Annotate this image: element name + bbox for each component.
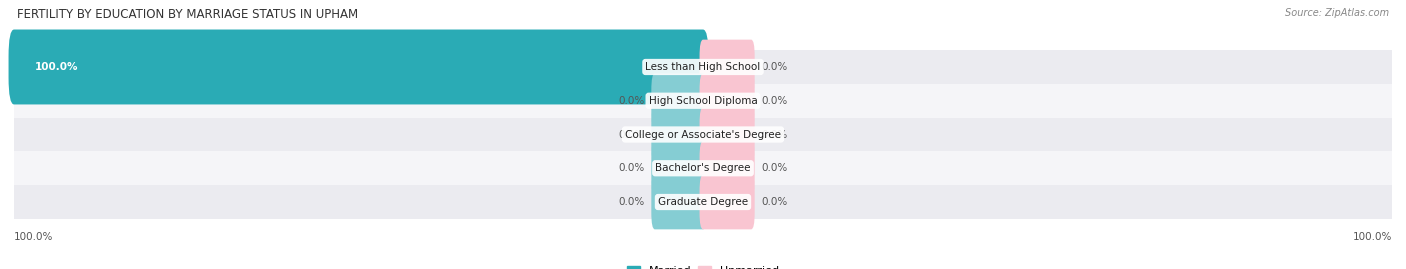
Text: 0.0%: 0.0% [762, 129, 787, 140]
FancyBboxPatch shape [8, 30, 709, 104]
Text: 0.0%: 0.0% [762, 96, 787, 106]
Text: 0.0%: 0.0% [762, 163, 787, 173]
Text: Bachelor's Degree: Bachelor's Degree [655, 163, 751, 173]
Text: Source: ZipAtlas.com: Source: ZipAtlas.com [1285, 8, 1389, 18]
FancyBboxPatch shape [700, 141, 755, 196]
FancyBboxPatch shape [700, 40, 755, 94]
Text: 0.0%: 0.0% [762, 197, 787, 207]
Bar [14, 185, 1392, 219]
Bar [14, 84, 1392, 118]
Legend: Married, Unmarried: Married, Unmarried [621, 261, 785, 269]
FancyBboxPatch shape [700, 175, 755, 229]
FancyBboxPatch shape [700, 107, 755, 162]
Text: 0.0%: 0.0% [762, 62, 787, 72]
FancyBboxPatch shape [700, 73, 755, 128]
Text: FERTILITY BY EDUCATION BY MARRIAGE STATUS IN UPHAM: FERTILITY BY EDUCATION BY MARRIAGE STATU… [17, 8, 359, 21]
FancyBboxPatch shape [651, 73, 706, 128]
Bar [14, 118, 1392, 151]
Text: High School Diploma: High School Diploma [648, 96, 758, 106]
Text: 0.0%: 0.0% [619, 96, 644, 106]
Text: College or Associate's Degree: College or Associate's Degree [626, 129, 780, 140]
Text: Less than High School: Less than High School [645, 62, 761, 72]
Text: 100.0%: 100.0% [1353, 232, 1392, 242]
Bar [14, 50, 1392, 84]
Text: Graduate Degree: Graduate Degree [658, 197, 748, 207]
Text: 0.0%: 0.0% [619, 163, 644, 173]
FancyBboxPatch shape [651, 175, 706, 229]
Text: 100.0%: 100.0% [14, 232, 53, 242]
Text: 100.0%: 100.0% [35, 62, 79, 72]
Text: 0.0%: 0.0% [619, 129, 644, 140]
FancyBboxPatch shape [651, 141, 706, 196]
Bar [14, 151, 1392, 185]
Text: 0.0%: 0.0% [619, 197, 644, 207]
FancyBboxPatch shape [651, 107, 706, 162]
